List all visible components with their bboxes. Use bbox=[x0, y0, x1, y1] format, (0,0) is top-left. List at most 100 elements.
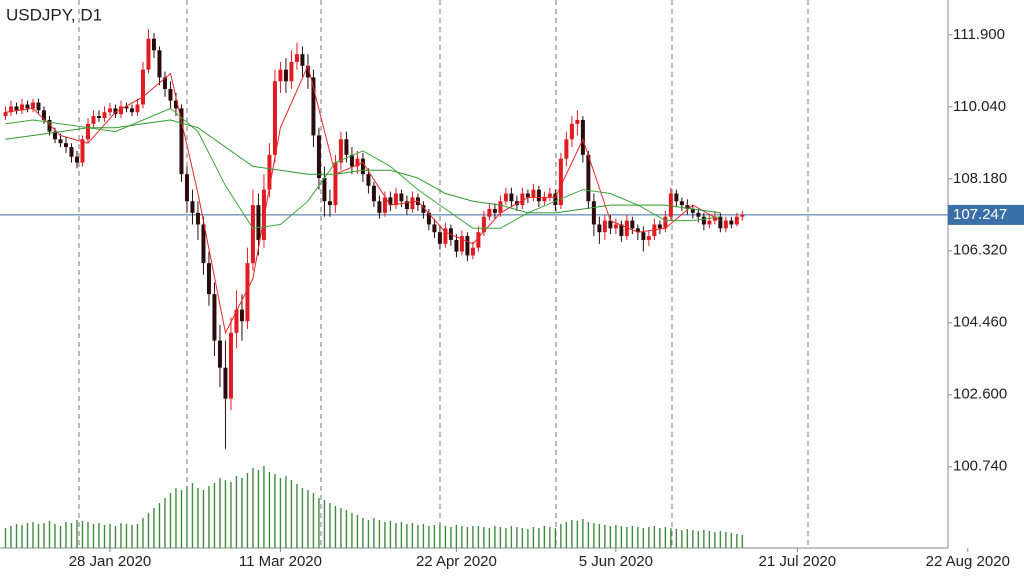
y-tick-label: 111.900 bbox=[953, 26, 1005, 43]
x-tick-label: 22 Apr 2020 bbox=[416, 553, 497, 570]
candle-body bbox=[91, 116, 96, 124]
candle-body bbox=[591, 201, 596, 225]
candle-body bbox=[685, 205, 690, 209]
candle-body bbox=[707, 220, 712, 225]
candle-body bbox=[531, 189, 536, 198]
candle-body bbox=[602, 220, 607, 233]
x-tick-label: 21 Jul 2020 bbox=[759, 553, 837, 570]
candle-body bbox=[338, 139, 343, 163]
candle-body bbox=[96, 116, 101, 119]
candle-body bbox=[80, 139, 85, 163]
candle-body bbox=[613, 224, 618, 229]
candle-body bbox=[146, 38, 151, 70]
candle-body bbox=[344, 139, 349, 155]
y-tick-label: 106.320 bbox=[953, 242, 1007, 259]
candle-body bbox=[635, 228, 640, 233]
candle-body bbox=[366, 174, 371, 186]
candle-body bbox=[547, 193, 552, 198]
candle-body bbox=[476, 232, 481, 248]
candle-body bbox=[696, 212, 701, 217]
candle-body bbox=[58, 139, 63, 144]
candle-body bbox=[19, 104, 24, 111]
candle-body bbox=[195, 212, 200, 225]
chart-title: USDJPY, D1 bbox=[6, 5, 102, 24]
candle-body bbox=[668, 193, 673, 217]
vertical-grid bbox=[78, 0, 809, 548]
y-tick-label: 108.180 bbox=[953, 170, 1007, 187]
candle-body bbox=[432, 224, 437, 233]
candle-body bbox=[135, 104, 140, 113]
candle-body bbox=[316, 135, 321, 179]
candle-body bbox=[234, 309, 239, 333]
candle-body bbox=[168, 89, 173, 101]
x-tick-label: 5 Jun 2020 bbox=[579, 553, 653, 570]
candle-body bbox=[294, 54, 299, 62]
candle-body bbox=[311, 77, 316, 136]
candle-body bbox=[564, 139, 569, 159]
candle-body bbox=[371, 185, 376, 202]
candle-body bbox=[261, 189, 266, 240]
candle-body bbox=[393, 193, 398, 206]
candle-body bbox=[283, 69, 288, 82]
candle-body bbox=[575, 119, 580, 124]
candle-body bbox=[377, 201, 382, 213]
candle-body bbox=[140, 69, 145, 105]
candle-body bbox=[25, 104, 30, 109]
candle-body bbox=[443, 228, 448, 244]
candle-body bbox=[289, 61, 294, 82]
candle-body bbox=[718, 216, 723, 229]
candle-body bbox=[272, 81, 277, 155]
x-tick-label: 11 Mar 2020 bbox=[239, 553, 322, 570]
candle-body bbox=[162, 77, 167, 90]
candle-body bbox=[63, 143, 68, 148]
candle-body bbox=[69, 147, 74, 157]
candle-body bbox=[256, 205, 261, 240]
moving-average bbox=[5, 119, 721, 214]
candle-body bbox=[663, 216, 668, 229]
candle-body bbox=[608, 220, 613, 229]
y-tick-label: 110.040 bbox=[953, 98, 1006, 115]
candle-body bbox=[679, 201, 684, 206]
candle-body bbox=[734, 216, 739, 225]
candle-body bbox=[278, 69, 283, 82]
candle-body bbox=[36, 102, 41, 111]
candle-body bbox=[569, 123, 574, 140]
candle-body bbox=[465, 236, 470, 256]
candle-body bbox=[498, 201, 503, 213]
candle-body bbox=[349, 154, 354, 167]
x-tick-label: 28 Jan 2020 bbox=[69, 553, 152, 570]
moving-average bbox=[5, 64, 721, 335]
candle-body bbox=[179, 108, 184, 175]
candle-body bbox=[245, 263, 250, 322]
candle-body bbox=[201, 224, 206, 264]
candle-body bbox=[355, 158, 360, 167]
candle-body bbox=[690, 208, 695, 213]
candle-body bbox=[52, 131, 57, 140]
y-tick-label: 102.600 bbox=[953, 386, 1007, 403]
candle-body bbox=[641, 232, 646, 240]
candle-body bbox=[333, 162, 338, 206]
candle-body bbox=[404, 201, 409, 209]
candle-body bbox=[487, 208, 492, 217]
candle-body bbox=[14, 106, 19, 111]
candle-body bbox=[421, 205, 426, 213]
candle-body bbox=[8, 106, 13, 113]
candle-body bbox=[646, 236, 651, 240]
candle-body bbox=[239, 309, 244, 322]
candle-body bbox=[586, 154, 591, 202]
candle-body bbox=[619, 224, 624, 237]
candle-body bbox=[47, 119, 52, 132]
candle-body bbox=[459, 236, 464, 252]
candle-body bbox=[503, 193, 508, 202]
candle-body bbox=[190, 201, 195, 213]
candle-body bbox=[520, 193, 525, 206]
candle-body bbox=[481, 216, 486, 233]
candle-body bbox=[492, 208, 497, 213]
candle-body bbox=[74, 156, 79, 163]
candle-body bbox=[382, 197, 387, 213]
candle-body bbox=[107, 108, 112, 113]
candle-body bbox=[426, 212, 431, 225]
candle-body bbox=[597, 224, 602, 233]
